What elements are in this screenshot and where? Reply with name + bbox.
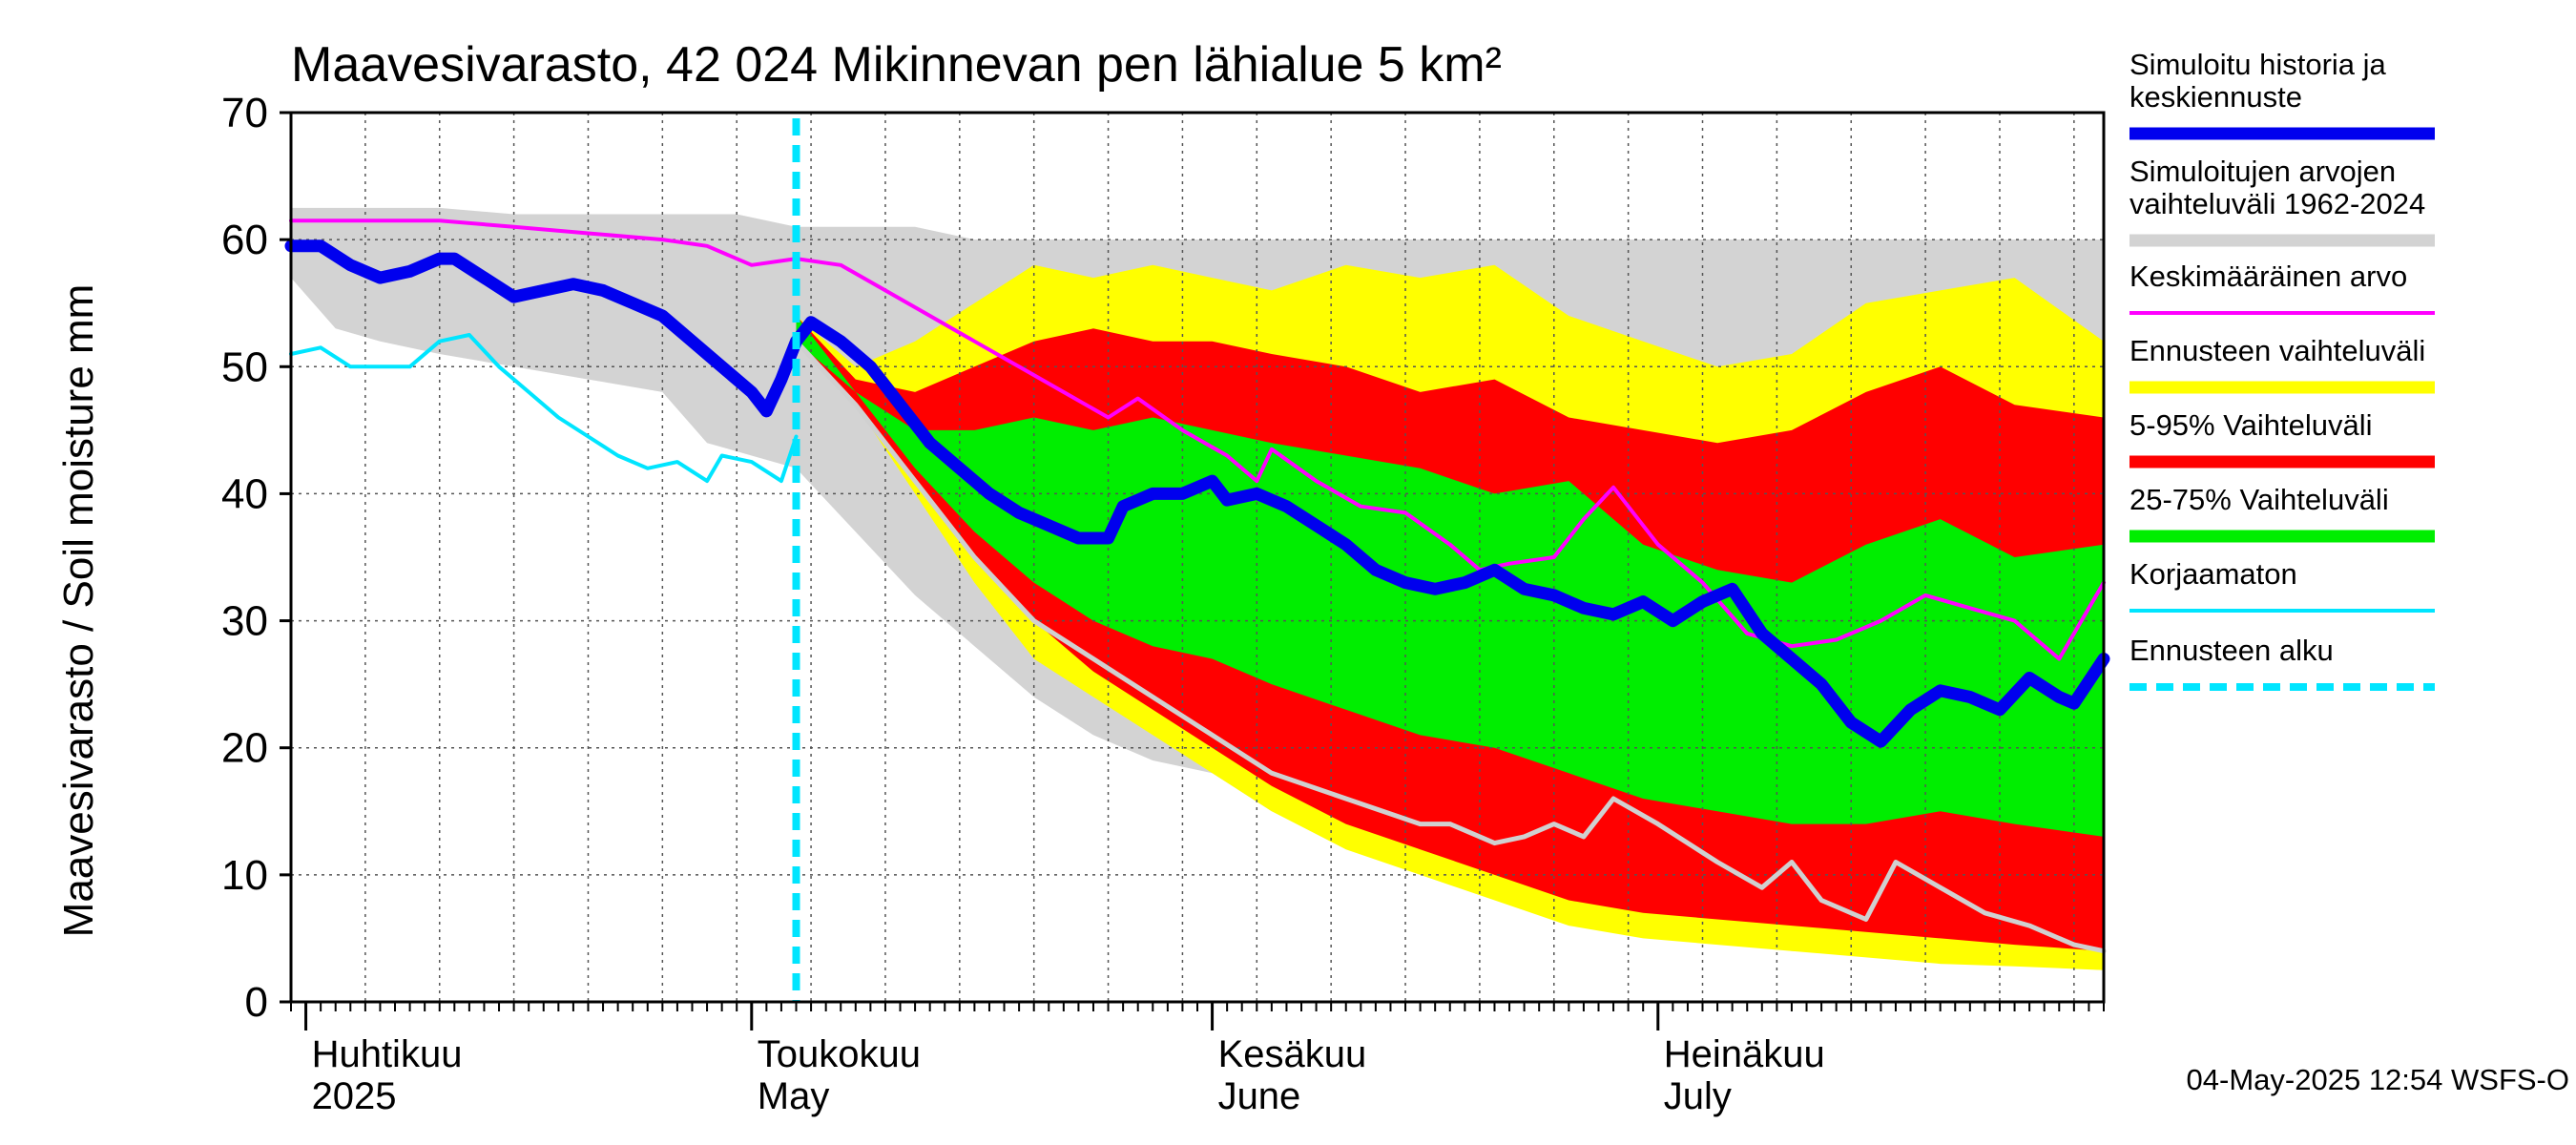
series-korjaamaton — [289, 333, 799, 484]
month-label-en: 2025 — [312, 1075, 397, 1117]
legend-label: Ennusteen vaihteluväli — [2129, 334, 2425, 367]
y-tick-label: 10 — [221, 852, 268, 899]
month-label-en: July — [1664, 1075, 1732, 1117]
series-ennusteen-alin-harmaa-viiva — [794, 339, 2107, 954]
legend-label: Keskimääräinen arvo — [2129, 260, 2407, 293]
y-tick-label: 20 — [221, 725, 268, 772]
legend-label: Simuloitujen arvojen vaihteluväli 1962-20… — [2129, 155, 2425, 220]
y-axis-label: Maavesivarasto / Soil moisture mm — [55, 284, 102, 938]
y-ticks: 0 10 20 30 40 50 60 70 — [221, 90, 291, 1026]
legend-label: Simuloitu historia ja keskiennuste — [2129, 48, 2387, 114]
month-label-fi: Toukokuu — [758, 1033, 921, 1075]
legend-label: Korjaamaton — [2129, 557, 2297, 591]
band-25-75-vaihteluv-li — [796, 316, 2104, 837]
y-tick-label: 60 — [221, 217, 268, 263]
legend-label: 25-75% Vaihteluväli — [2129, 483, 2389, 516]
legend: Simuloitu historia ja keskiennuste Simuloi… — [2129, 48, 2435, 691]
y-tick-label: 40 — [221, 470, 268, 517]
legend-label: 5-95% Vaihteluväli — [2129, 408, 2372, 442]
footer-timestamp: 04-May-2025 12:54 WSFS-O — [2187, 1063, 2569, 1096]
month-label-fi: Heinäkuu — [1664, 1033, 1825, 1075]
month-label-en: June — [1218, 1075, 1301, 1117]
lines-layer — [284, 219, 2110, 954]
y-tick-label: 70 — [221, 90, 268, 136]
series-keskim-r-inen-arvo — [289, 219, 2106, 661]
y-tick-label: 50 — [221, 344, 268, 390]
y-tick-label: 30 — [221, 598, 268, 645]
series-simuloitu-historia-ja-keskiennuste — [284, 239, 2110, 748]
legend-label: Ennusteen alku — [2129, 634, 2334, 667]
svg-text:Maavesivarasto / Soil moisture: Maavesivarasto / Soil moisture mm — [55, 284, 102, 938]
month-label-fi: Kesäkuu — [1218, 1033, 1367, 1075]
chart-title: Maavesivarasto, 42 024 Mikinnevan pen lä… — [291, 37, 1502, 93]
bands-layer — [291, 207, 2104, 970]
y-tick-label: 0 — [245, 979, 268, 1026]
x-ticks — [290, 1002, 2105, 1011]
month-label-en: May — [758, 1075, 830, 1117]
month-label-fi: Huhtikuu — [312, 1033, 463, 1075]
